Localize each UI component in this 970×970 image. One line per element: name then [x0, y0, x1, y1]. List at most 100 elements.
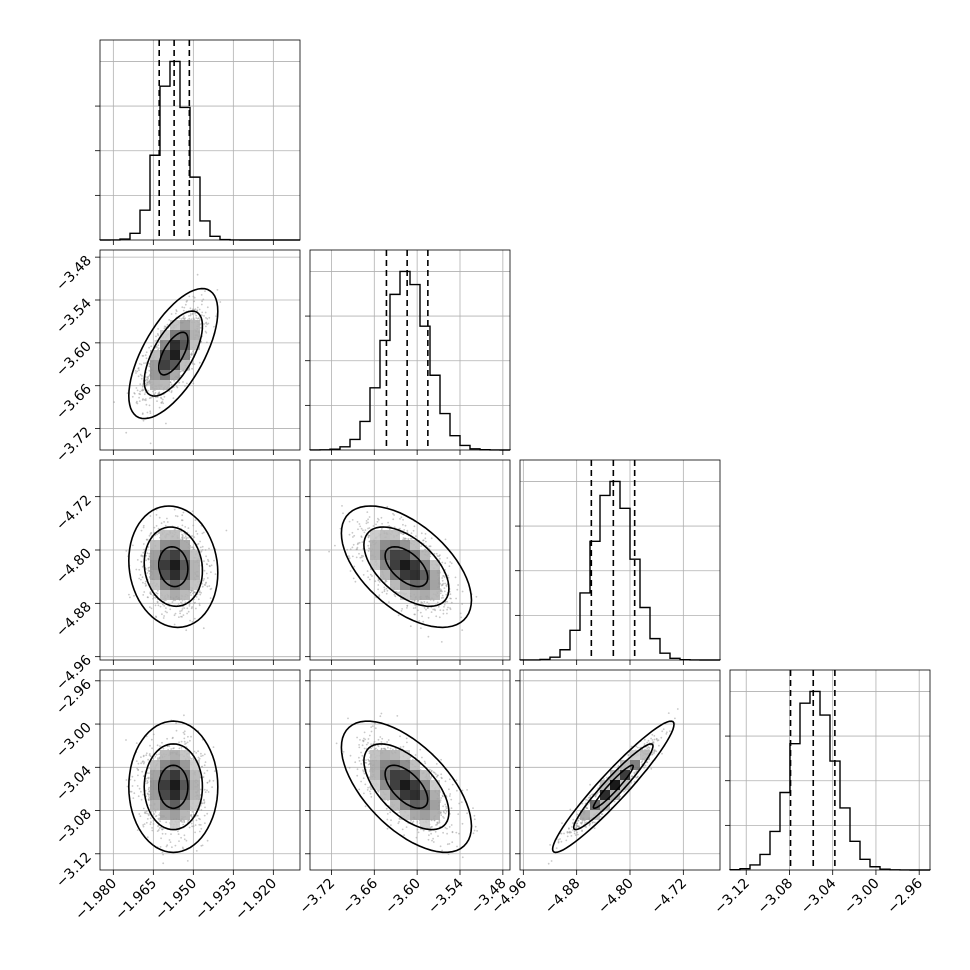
sample-point — [367, 521, 369, 524]
sample-point — [193, 536, 196, 539]
sample-point — [568, 827, 570, 829]
sample-point — [199, 326, 202, 329]
sample-point — [422, 539, 424, 542]
sample-point — [445, 810, 448, 813]
density-cell — [430, 780, 440, 790]
sample-point — [145, 754, 148, 757]
density-panel-1-0: −3.72−3.66−3.60−3.54−3.48 — [53, 249, 301, 466]
sample-point — [369, 792, 372, 795]
sample-point — [342, 751, 345, 753]
sample-point — [162, 617, 165, 619]
sample-point — [367, 763, 370, 766]
sample-point — [142, 594, 145, 596]
sample-point — [380, 747, 383, 750]
sample-point — [173, 379, 176, 382]
sample-point — [363, 747, 366, 750]
density-cell — [170, 320, 180, 330]
sample-point — [145, 362, 147, 364]
density-cell — [620, 780, 630, 790]
sample-point — [202, 776, 205, 778]
sample-point — [416, 828, 419, 831]
sample-point — [142, 825, 145, 828]
density-cell — [150, 790, 160, 800]
sample-point — [334, 544, 336, 547]
density-cell — [600, 790, 610, 800]
sample-point — [147, 557, 150, 560]
sample-point — [442, 596, 444, 599]
sample-point — [351, 531, 354, 534]
sample-point — [198, 308, 201, 311]
sample-point — [136, 767, 139, 770]
sample-point — [145, 351, 148, 354]
sample-point — [181, 370, 183, 372]
sample-point — [180, 530, 183, 533]
sample-point — [430, 537, 433, 540]
sample-point — [435, 763, 438, 765]
sample-point — [406, 529, 409, 532]
sample-point — [139, 383, 142, 385]
sample-point — [403, 834, 405, 836]
contour-level-2 — [340, 505, 473, 629]
sample-point — [399, 746, 402, 748]
sample-point — [135, 568, 138, 571]
density-cell — [170, 820, 180, 830]
sample-point — [170, 748, 173, 750]
sample-point — [202, 579, 205, 582]
sample-point — [451, 831, 454, 834]
sample-point — [168, 745, 171, 748]
sample-point — [439, 609, 442, 611]
density-cell — [420, 770, 430, 780]
sample-point — [359, 525, 362, 528]
sample-point — [356, 736, 358, 739]
density-cell — [390, 800, 400, 810]
sample-point — [398, 820, 400, 823]
sample-point — [643, 743, 646, 745]
sample-point — [150, 532, 152, 535]
sample-point — [143, 548, 146, 551]
sample-point — [370, 726, 373, 728]
sample-point — [133, 392, 136, 394]
sample-point — [358, 552, 360, 555]
sample-point — [195, 314, 198, 317]
sample-point — [585, 798, 587, 801]
sample-point — [397, 614, 400, 617]
sample-point — [464, 870, 466, 872]
density-panel-3-2: −4.96 −4.88 −4.80 −4.72 — [489, 669, 721, 917]
sample-point — [190, 607, 193, 610]
sample-point — [443, 576, 446, 578]
x-tick-label: −3.66 — [339, 875, 381, 917]
density-cell — [160, 380, 170, 390]
sample-point — [200, 809, 203, 811]
density-cell — [150, 360, 160, 370]
sample-point — [182, 511, 185, 514]
sample-point — [353, 534, 356, 537]
y-tick-label: −3.08 — [53, 806, 95, 848]
sample-point — [135, 372, 137, 374]
sample-point — [194, 519, 197, 521]
sample-point — [204, 311, 207, 314]
sample-point — [141, 770, 144, 773]
sample-point — [441, 561, 444, 564]
density-cell — [180, 780, 190, 790]
sample-point — [641, 760, 644, 763]
sample-point — [166, 611, 168, 614]
sample-point — [441, 777, 443, 780]
density-cell — [420, 550, 430, 560]
sample-point — [154, 392, 157, 394]
x-tick-label: −2.96 — [884, 875, 926, 917]
sample-point — [575, 826, 577, 829]
x-tick-label: −1.935 — [192, 876, 240, 924]
sample-point — [667, 712, 670, 714]
sample-point — [145, 383, 148, 386]
histogram-panel-2 — [515, 459, 721, 665]
sample-point — [412, 820, 415, 823]
density-content — [547, 708, 679, 865]
sample-point — [432, 599, 435, 602]
sample-point — [360, 751, 362, 754]
sample-point — [142, 807, 145, 810]
sample-point — [547, 862, 550, 865]
histogram-panel-1 — [305, 249, 511, 455]
sample-point — [367, 518, 369, 521]
density-cell — [180, 760, 190, 770]
sample-point — [148, 796, 151, 799]
